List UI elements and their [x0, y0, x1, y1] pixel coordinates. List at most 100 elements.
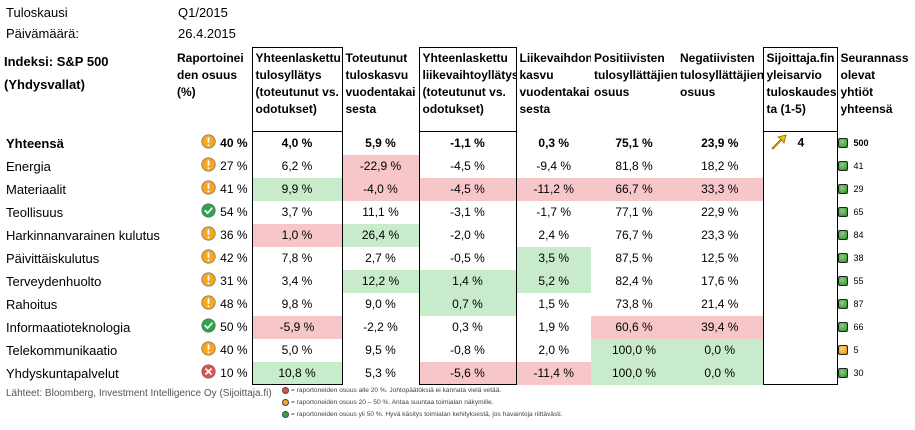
- rating-cell: [762, 200, 838, 224]
- eps-growth: 26,4 %: [342, 223, 419, 247]
- table-body: Yhteensä 40 % 4,0 % 5,9 % -1,1 % 0,3 % 75,1 % 2…: [4, 131, 908, 385]
- red-dot-icon: [282, 387, 289, 394]
- negative-share: 23,9 %: [701, 136, 739, 150]
- positive-share: 100,0 %: [591, 338, 677, 362]
- rating-cell: [762, 246, 838, 270]
- total-row: Yhteensä 40 % 4,0 % 5,9 % -1,1 % 0,3 % 75,1 % 2…: [4, 131, 908, 155]
- reported-value: 42 %: [220, 251, 248, 265]
- company-count: 41: [837, 155, 908, 178]
- sector-name: Yhdyskuntapalvelut: [6, 365, 119, 381]
- positive-share: 66,7 %: [591, 177, 677, 201]
- reported-value: 31 %: [220, 274, 248, 288]
- table-row: Teollisuus 54 % 3,7 % 11,1 % -3,1 % -1,7 % 77,…: [4, 200, 908, 224]
- rating-cell: [762, 177, 838, 201]
- period-value: Q1/2015: [178, 5, 228, 20]
- sector-name: Harkinnanvarainen kulutus: [6, 227, 160, 243]
- sector-name: Teollisuus: [6, 204, 64, 220]
- reported-value: 48 %: [220, 297, 248, 311]
- reported-value: 36 %: [220, 228, 248, 242]
- table-row: Energia 27 % 6,2 % -22,9 % -4,5 % -9,4 % 81,8 …: [4, 154, 908, 178]
- rev-growth: -9,4 %: [536, 159, 572, 173]
- col-header-eps-surprise: Yhteenlaskettu tulosyllätys (toteutunut …: [251, 47, 343, 132]
- eps-surprise: 1,0 %: [251, 223, 343, 247]
- reported-value: 40 %: [220, 343, 248, 357]
- table-row: Päivittäiskulutus 42 % 7,8 % 2,7 % -0,5 % 3,5…: [4, 246, 908, 270]
- company-count: 30: [837, 362, 908, 385]
- green-square-icon: [837, 207, 848, 218]
- sector-name: Energia: [6, 158, 51, 174]
- legend-text: = raportoneiden osuus alle 20 %. Johtopä…: [291, 387, 502, 394]
- col-header-eps-growth: Toteutunut tuloskasvu vuodentakai sesta: [345, 50, 416, 116]
- eps-surprise: 9,9 %: [251, 177, 343, 201]
- count-value: 87: [853, 298, 864, 309]
- col-header-positive: Positiivisten tulosyllättäjien osuus: [594, 50, 677, 99]
- rev-growth: 0,3 %: [538, 136, 570, 150]
- warning-icon: [201, 272, 216, 290]
- eps-surprise: 7,8 %: [251, 246, 343, 270]
- reported-value: 50 %: [220, 320, 248, 334]
- company-count: 500: [837, 132, 908, 155]
- period-label: Tuloskausi: [6, 5, 68, 20]
- count-value: 41: [853, 160, 864, 171]
- rating-cell: [762, 223, 838, 247]
- positive-share: 60,6 %: [591, 315, 677, 339]
- sector-name: Yhteensä: [6, 135, 64, 151]
- negative-share: 21,4 %: [701, 297, 739, 311]
- orange-dot-icon: [282, 399, 289, 406]
- reported-value: 54 %: [220, 205, 248, 219]
- eps-growth: 5,3 %: [365, 366, 396, 380]
- reported-value: 41 %: [220, 182, 248, 196]
- sector-name: Telekommunikaatio: [6, 342, 118, 358]
- rating-cell: [762, 269, 838, 293]
- positive-share: 87,5 %: [615, 251, 653, 265]
- eps-surprise: 3,4 %: [251, 269, 343, 293]
- col-header-count: Seurannassa olevat yhtiöt yhteensä: [840, 50, 909, 116]
- green-dot-icon: [282, 411, 289, 418]
- index-header: Indeksi: S&P 500 (Yhdysvallat): [4, 48, 174, 132]
- negative-share: 23,3 %: [701, 228, 739, 242]
- green-square-icon: [837, 184, 848, 195]
- rev-surprise: -2,0 %: [418, 223, 517, 247]
- reported-share: 27 %: [174, 155, 252, 178]
- eps-surprise: 3,7 %: [251, 200, 343, 224]
- table-row: Yhdyskuntapalvelut 10 % 10,8 % 5,3 % -5,6 % -…: [4, 361, 908, 385]
- table-row: Telekommunikaatio 40 % 5,0 % 9,5 % -0,8 % 2,0…: [4, 338, 908, 362]
- company-count: 87: [837, 293, 908, 316]
- rev-surprise: 0,7 %: [418, 292, 517, 316]
- reported-value: 40 %: [220, 136, 248, 150]
- period-row: Tuloskausi Q1/2015: [6, 5, 228, 20]
- eps-growth: -2,2 %: [363, 320, 398, 334]
- table-row: Informaatioteknologia 50 % -5,9 % -2,2 % 0,3…: [4, 315, 908, 339]
- eps-surprise: 10,8 %: [251, 361, 343, 385]
- sector-name: Materiaalit: [6, 181, 66, 197]
- positive-share: 82,4 %: [615, 274, 653, 288]
- reported-share: 41 %: [174, 178, 252, 201]
- rev-growth: 2,0 %: [538, 343, 570, 357]
- reported-share: 40 %: [174, 339, 252, 362]
- count-value: 38: [853, 252, 864, 263]
- rating-cell: [762, 292, 838, 316]
- rating-cell: [762, 315, 838, 339]
- reported-share: 48 %: [174, 293, 252, 316]
- index-title: Indeksi: S&P 500: [4, 53, 109, 69]
- eps-growth: -4,0 %: [342, 177, 419, 201]
- rev-surprise: 0,3 %: [418, 315, 517, 339]
- rev-surprise: -1,1 %: [418, 131, 517, 155]
- col-header-rating: Sijoittaja.fin yleisarvio tuloskaudes ta…: [762, 47, 838, 132]
- legend-text: = raportoneiden osuus 20 – 50 %. Antaa s…: [291, 399, 494, 406]
- rating-cell: [762, 361, 838, 385]
- positive-share: 76,7 %: [615, 228, 653, 242]
- count-value: 65: [853, 206, 864, 217]
- reported-share: 40 %: [174, 132, 252, 155]
- eps-surprise: 4,0 %: [251, 131, 343, 155]
- rating-value: 4: [797, 135, 805, 150]
- rev-growth: 5,2 %: [516, 269, 591, 293]
- col-header-reported: Raportoinei den osuus (%): [177, 50, 244, 99]
- company-count: 66: [837, 316, 908, 339]
- negative-share: 18,2 %: [701, 159, 739, 173]
- rev-growth: 3,5 %: [516, 246, 591, 270]
- warning-icon: [201, 295, 216, 313]
- eps-growth: 12,2 %: [342, 269, 419, 293]
- source-note: Lähteet: Bloomberg, Investment Intellige…: [6, 388, 272, 399]
- eps-growth: 11,1 %: [362, 205, 399, 219]
